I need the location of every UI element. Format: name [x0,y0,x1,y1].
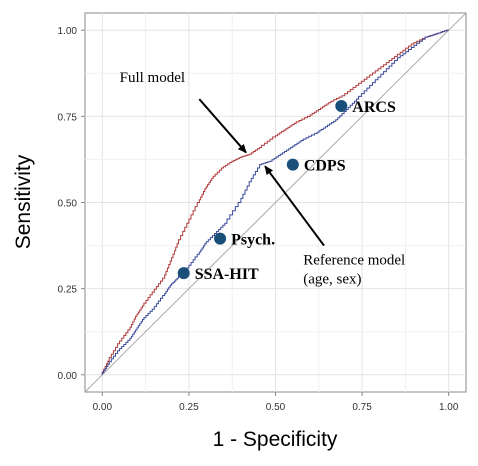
y-tick-label: 0.50 [58,199,78,210]
x-tick-label: 0.00 [93,402,113,413]
annotation-label: Full model [120,70,185,86]
y-axis-title: Sensitivity [12,154,35,249]
series-line-1 [101,29,449,375]
reference-diagonal-line [84,12,467,393]
series-group [101,29,449,375]
annotation-arrow [264,165,325,247]
series-line-0 [101,29,449,375]
y-tick-label: 1.00 [58,26,78,37]
point-label: Psych. [231,232,275,249]
point-marker [214,232,227,245]
points-group: ARCS CDPS Psych. SSA-HIT [177,99,396,283]
x-tick-label: 1.00 [439,402,459,413]
x-tick-label: 0.50 [266,402,286,413]
x-tick-label: 0.75 [352,402,372,413]
annotation-arrow [198,98,247,154]
annotation-label: (age, sex) [303,272,361,288]
point-label: ARCS [352,99,396,116]
x-axis-ticks: 0.00 0.25 0.50 0.75 1.00 [93,392,459,413]
x-axis-title: 1 - Specificity [213,428,338,451]
y-tick-label: 0.75 [58,112,78,123]
point-marker [335,100,348,113]
y-tick-label: 0.00 [58,371,78,382]
grid [85,13,466,392]
point-label: SSA-HIT [195,266,259,283]
point-marker [177,267,190,280]
x-tick-label: 0.25 [179,402,199,413]
annotations-group: Full model Reference model (age, sex) [120,70,406,288]
y-axis-ticks: 0.00 0.25 0.50 0.75 1.00 [58,26,85,382]
annotation-label: Reference model [303,253,405,269]
y-tick-label: 0.25 [58,285,78,296]
point-label: CDPS [304,158,346,175]
point-marker [286,158,299,171]
